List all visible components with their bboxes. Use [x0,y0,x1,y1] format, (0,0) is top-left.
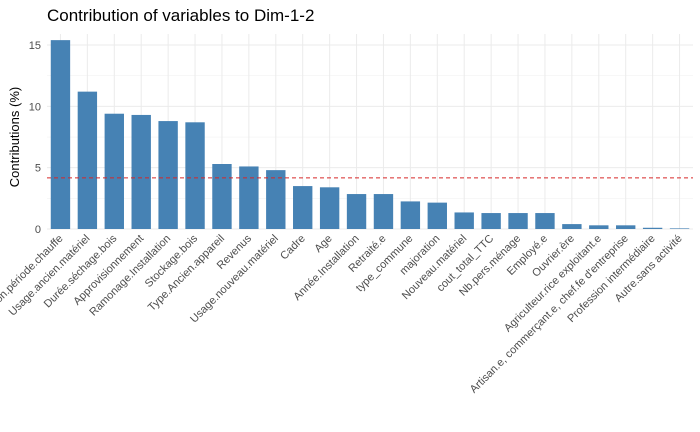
bar [293,186,313,229]
bar [427,202,447,229]
bar [535,213,555,229]
bar [454,212,474,229]
bar [508,213,528,229]
y-tick-label: 15 [29,40,41,52]
bar [642,227,663,229]
bar [77,91,98,229]
bar [50,40,71,229]
x-axis-ticks: Raison.période.chauffeUsage.ancien.matér… [0,232,685,395]
bar [319,187,340,229]
bar [346,194,367,229]
y-axis-ticks: 0 5 10 15 [29,40,41,236]
y-tick-label: 0 [35,224,41,236]
bar [131,114,151,229]
bar [481,213,501,229]
x-tick-label: Cadre [278,233,308,263]
bar [239,166,259,229]
bar [185,122,205,229]
bar [589,225,609,229]
chart-title: Contribution of variables to Dim-1-2 [47,6,315,25]
x-tick-label: Age [312,233,334,255]
bar [669,228,690,229]
bar [400,201,421,229]
bar [212,164,232,229]
bar [373,194,394,229]
bar [158,121,178,229]
bar [562,224,582,229]
y-tick-label: 5 [35,163,41,175]
bar [616,225,636,229]
y-axis-title: Contributions (%) [7,87,22,187]
bar-layer [50,40,690,229]
bar [266,170,286,229]
bar [104,113,124,229]
y-tick-label: 10 [29,101,41,113]
